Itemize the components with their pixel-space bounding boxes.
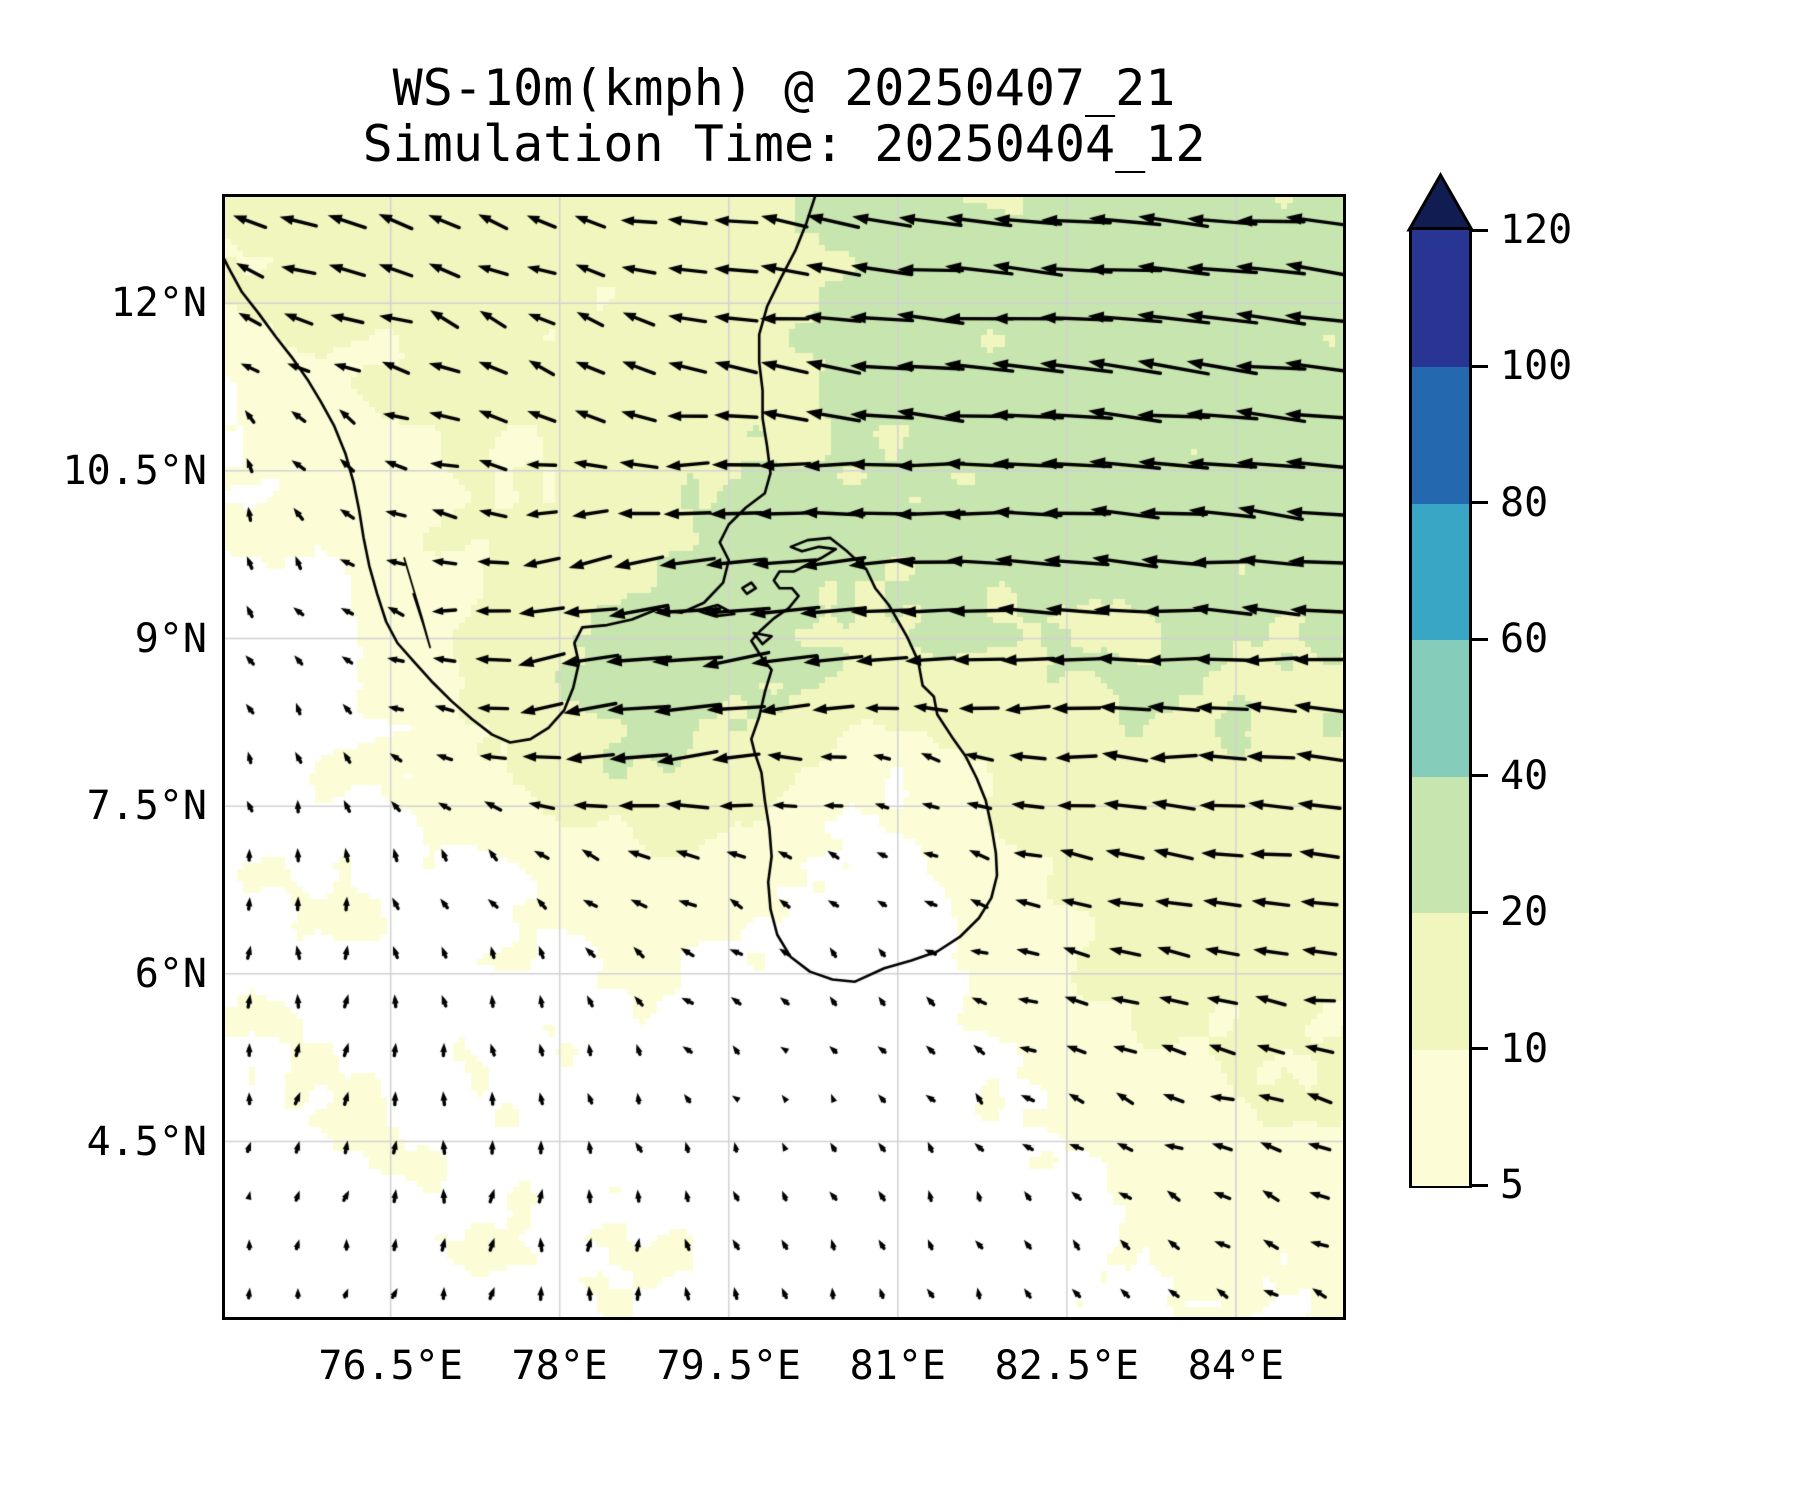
- x-tick-label: 84°E: [1187, 1343, 1285, 1389]
- y-tick-label: 12°N: [110, 280, 207, 327]
- colorbar-tick-label: 10: [1500, 1025, 1549, 1072]
- colorbar-tick-label: 60: [1500, 616, 1549, 663]
- x-tick-label: 82.5°E: [994, 1343, 1140, 1389]
- colorbar-segment: [1412, 366, 1469, 504]
- colorbar-segment: [1412, 502, 1469, 641]
- colorbar-segment: [1412, 230, 1469, 368]
- colorbar-tick-label: 120: [1500, 207, 1573, 253]
- colorbar-tick: [1472, 1183, 1488, 1187]
- map-canvas: [225, 197, 1343, 1317]
- colorbar-tick: [1472, 364, 1488, 368]
- colorbar-extend-triangle: [1406, 172, 1475, 232]
- y-tick-label: 4.5°N: [86, 1118, 207, 1165]
- colorbar-tick: [1472, 228, 1488, 232]
- plot-title: WS-10m(kmph) @ 20250407_21: [392, 59, 1176, 117]
- colorbar-segment: [1412, 1048, 1469, 1186]
- colorbar-segment: [1412, 912, 1469, 1050]
- plot-subtitle: Simulation Time: 20250404_12: [362, 115, 1206, 173]
- colorbar: [1409, 227, 1472, 1188]
- colorbar-segment: [1412, 639, 1469, 777]
- colorbar-tick: [1472, 774, 1488, 778]
- x-tick-label: 79.5°E: [656, 1343, 802, 1389]
- y-tick-label: 10.5°N: [62, 447, 208, 494]
- colorbar-tick: [1472, 910, 1488, 914]
- colorbar-tick: [1472, 637, 1488, 641]
- y-tick-label: 7.5°N: [86, 783, 207, 830]
- colorbar-tick-label: 40: [1500, 752, 1549, 799]
- colorbar-tick-label: 100: [1500, 343, 1573, 390]
- colorbar-tick-label: 20: [1500, 889, 1549, 936]
- y-tick-label: 6°N: [134, 950, 207, 997]
- colorbar-tick: [1472, 501, 1488, 505]
- y-tick-label: 9°N: [134, 615, 207, 662]
- colorbar-tick-label: 80: [1500, 479, 1549, 526]
- x-tick-label: 78°E: [511, 1343, 608, 1389]
- colorbar-segment: [1412, 775, 1469, 914]
- x-tick-label: 76.5°E: [318, 1343, 463, 1389]
- x-tick-label: 81°E: [849, 1343, 946, 1389]
- colorbar-tick: [1472, 1047, 1488, 1051]
- map-axes: [222, 194, 1346, 1320]
- colorbar-tick-label: 5: [1500, 1162, 1525, 1208]
